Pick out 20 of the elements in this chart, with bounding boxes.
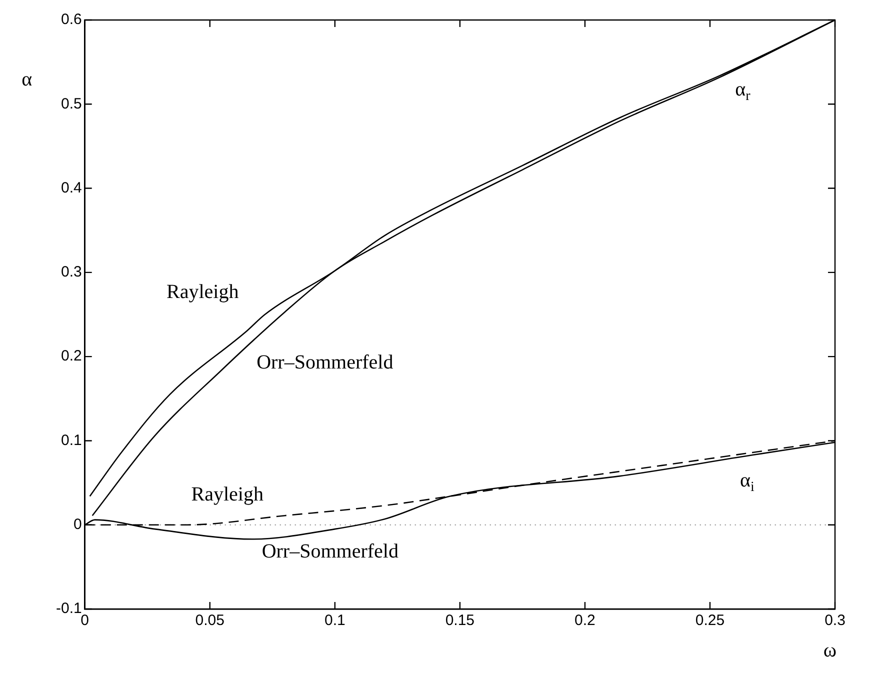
y-tick-label: 0.2 <box>60 348 82 365</box>
x-tick-label: 0.05 <box>195 612 224 630</box>
annotation: Orr–Sommerfeld <box>256 352 394 374</box>
x-axis-title: ω <box>823 639 837 662</box>
x-tick-label: 0.15 <box>445 612 475 630</box>
annotation: Rayleigh <box>191 484 264 506</box>
y-tick-label: 0.4 <box>60 179 82 196</box>
y-tick-label: 0.3 <box>60 264 82 281</box>
y-tick-label: 0.1 <box>60 432 82 449</box>
x-tick-label: 0.25 <box>695 612 725 630</box>
annotation: Rayleigh <box>166 280 239 303</box>
x-tick-label: 0.1 <box>324 612 346 630</box>
y-axis-title: α <box>22 68 33 90</box>
x-tick-label: 0.2 <box>574 612 596 630</box>
y-tick-label: 0 <box>74 516 82 533</box>
y-tick-label: -0.1 <box>56 600 82 618</box>
annotation: Orr–Sommerfeld <box>262 540 398 563</box>
x-tick-label: 0.3 <box>824 612 846 630</box>
y-tick-label: 0.6 <box>60 11 82 28</box>
y-tick-label: 0.5 <box>60 95 82 112</box>
